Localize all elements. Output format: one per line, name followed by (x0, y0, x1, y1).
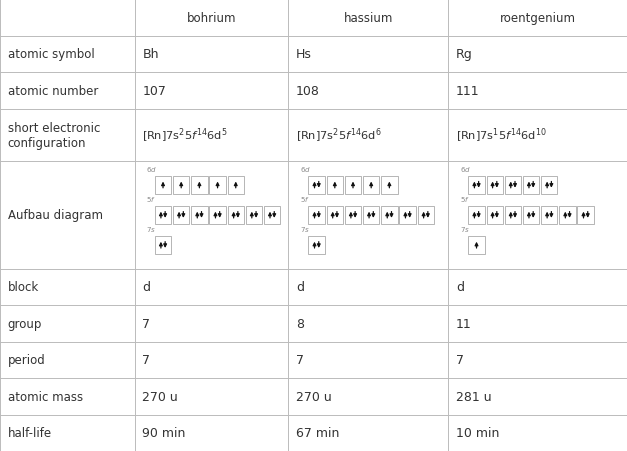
Bar (228, 206, 244, 224)
Text: 281 u: 281 u (456, 390, 492, 403)
Bar (363, 176, 379, 194)
Text: 11: 11 (456, 317, 472, 330)
Text: 108: 108 (296, 85, 320, 97)
Text: $5\mathit{f}$: $5\mathit{f}$ (460, 194, 470, 203)
Bar (541, 206, 557, 224)
Text: atomic mass: atomic mass (8, 390, 83, 403)
Text: $\mathrm{[Rn]7s^{2}5\mathit{f}^{14}6d^{5}}$: $\mathrm{[Rn]7s^{2}5\mathit{f}^{14}6d^{5… (142, 126, 228, 145)
Bar (345, 206, 361, 224)
Bar (523, 206, 539, 224)
Text: Rg: Rg (456, 48, 473, 61)
Text: atomic number: atomic number (8, 85, 98, 97)
Text: 90 min: 90 min (142, 426, 186, 439)
Text: $7\mathit{s}$: $7\mathit{s}$ (146, 225, 156, 234)
Text: roentgenium: roentgenium (500, 12, 576, 25)
Bar (381, 176, 398, 194)
Text: atomic symbol: atomic symbol (8, 48, 94, 61)
Bar (381, 206, 398, 224)
Text: $7\mathit{s}$: $7\mathit{s}$ (300, 225, 310, 234)
Text: $7\mathit{s}$: $7\mathit{s}$ (460, 225, 470, 234)
Text: short electronic
configuration: short electronic configuration (8, 121, 100, 149)
Text: 10 min: 10 min (456, 426, 499, 439)
Bar (577, 206, 594, 224)
Text: $\mathrm{[Rn]7s^{1}5\mathit{f}^{14}6d^{10}}$: $\mathrm{[Rn]7s^{1}5\mathit{f}^{14}6d^{1… (456, 126, 547, 145)
Text: group: group (8, 317, 42, 330)
Bar (308, 206, 325, 224)
Text: d: d (456, 281, 464, 294)
Text: 270 u: 270 u (142, 390, 178, 403)
Text: block: block (8, 281, 39, 294)
Bar (505, 206, 521, 224)
Bar (191, 176, 208, 194)
Text: $6\mathit{d}$: $6\mathit{d}$ (146, 165, 157, 174)
Bar (173, 206, 189, 224)
Bar (209, 176, 226, 194)
Text: 107: 107 (142, 85, 166, 97)
Text: 8: 8 (296, 317, 304, 330)
Text: $\mathrm{[Rn]7s^{2}5\mathit{f}^{14}6d^{6}}$: $\mathrm{[Rn]7s^{2}5\mathit{f}^{14}6d^{6… (296, 126, 382, 145)
Bar (468, 176, 485, 194)
Bar (191, 206, 208, 224)
Text: Bh: Bh (142, 48, 159, 61)
Text: $6\mathit{d}$: $6\mathit{d}$ (300, 165, 310, 174)
Bar (155, 176, 171, 194)
Text: $5\mathit{f}$: $5\mathit{f}$ (146, 194, 156, 203)
Bar (541, 176, 557, 194)
Text: 7: 7 (142, 317, 150, 330)
Text: Aufbau diagram: Aufbau diagram (8, 209, 103, 222)
Bar (468, 236, 485, 254)
Text: 7: 7 (456, 354, 464, 367)
Bar (246, 206, 262, 224)
Bar (345, 176, 361, 194)
Text: $6\mathit{d}$: $6\mathit{d}$ (460, 165, 470, 174)
Bar (487, 176, 503, 194)
Bar (523, 176, 539, 194)
Text: $5\mathit{f}$: $5\mathit{f}$ (300, 194, 310, 203)
Bar (505, 176, 521, 194)
Bar (327, 206, 343, 224)
Text: 7: 7 (296, 354, 304, 367)
Text: Hs: Hs (296, 48, 312, 61)
Text: d: d (296, 281, 304, 294)
Bar (308, 236, 325, 254)
Text: d: d (142, 281, 150, 294)
Bar (399, 206, 416, 224)
Bar (155, 206, 171, 224)
Text: 270 u: 270 u (296, 390, 332, 403)
Bar (209, 206, 226, 224)
Text: 7: 7 (142, 354, 150, 367)
Bar (327, 176, 343, 194)
Text: period: period (8, 354, 45, 367)
Bar (173, 176, 189, 194)
Bar (228, 176, 244, 194)
Bar (155, 236, 171, 254)
Bar (559, 206, 576, 224)
Text: 111: 111 (456, 85, 480, 97)
Bar (264, 206, 280, 224)
Bar (487, 206, 503, 224)
Text: bohrium: bohrium (187, 12, 236, 25)
Text: hassium: hassium (344, 12, 393, 25)
Bar (363, 206, 379, 224)
Bar (418, 206, 434, 224)
Bar (308, 176, 325, 194)
Text: half-life: half-life (8, 426, 51, 439)
Text: 67 min: 67 min (296, 426, 339, 439)
Bar (468, 206, 485, 224)
